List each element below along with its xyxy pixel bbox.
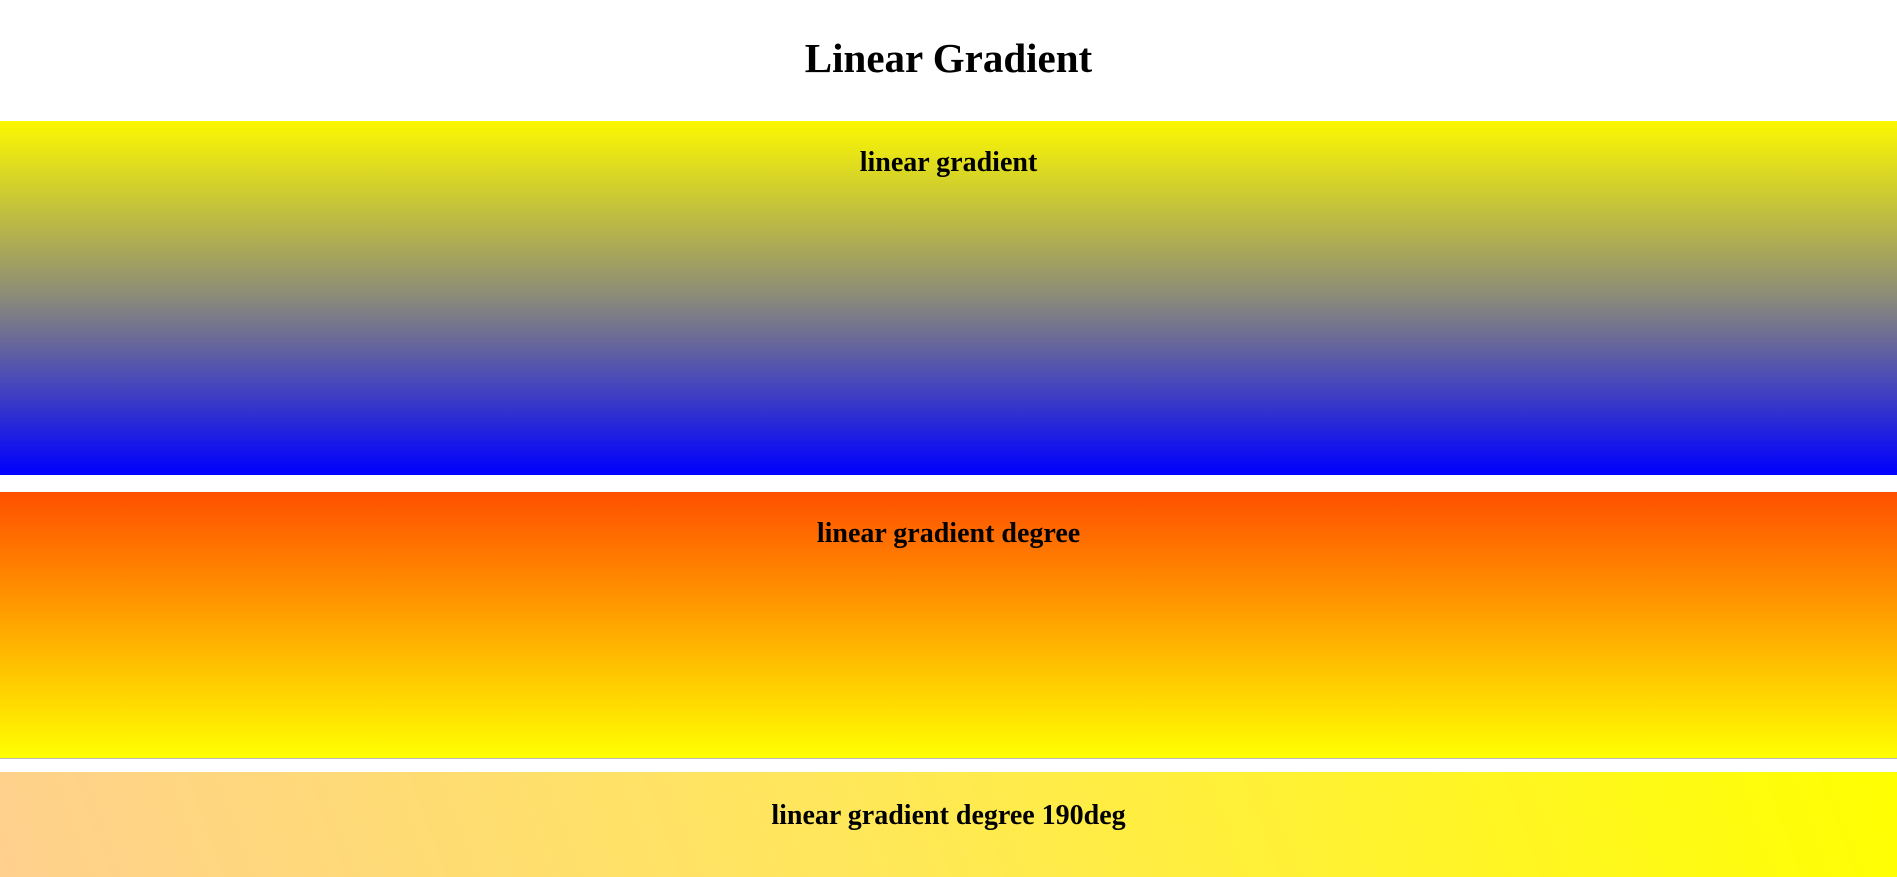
page-title: Linear Gradient — [804, 35, 1093, 81]
linear-gradient-190deg-box: linear gradient degree 190deg — [0, 772, 1897, 877]
linear-gradient-box-title: linear gradient — [859, 147, 1038, 178]
linear-gradient-degree-box: linear gradient degree — [0, 492, 1897, 759]
linear-gradient-box: linear gradient — [0, 121, 1897, 475]
linear-gradient-degree-box-title: linear gradient degree — [816, 518, 1081, 549]
linear-gradient-190deg-box-title: linear gradient degree 190deg — [771, 800, 1126, 831]
